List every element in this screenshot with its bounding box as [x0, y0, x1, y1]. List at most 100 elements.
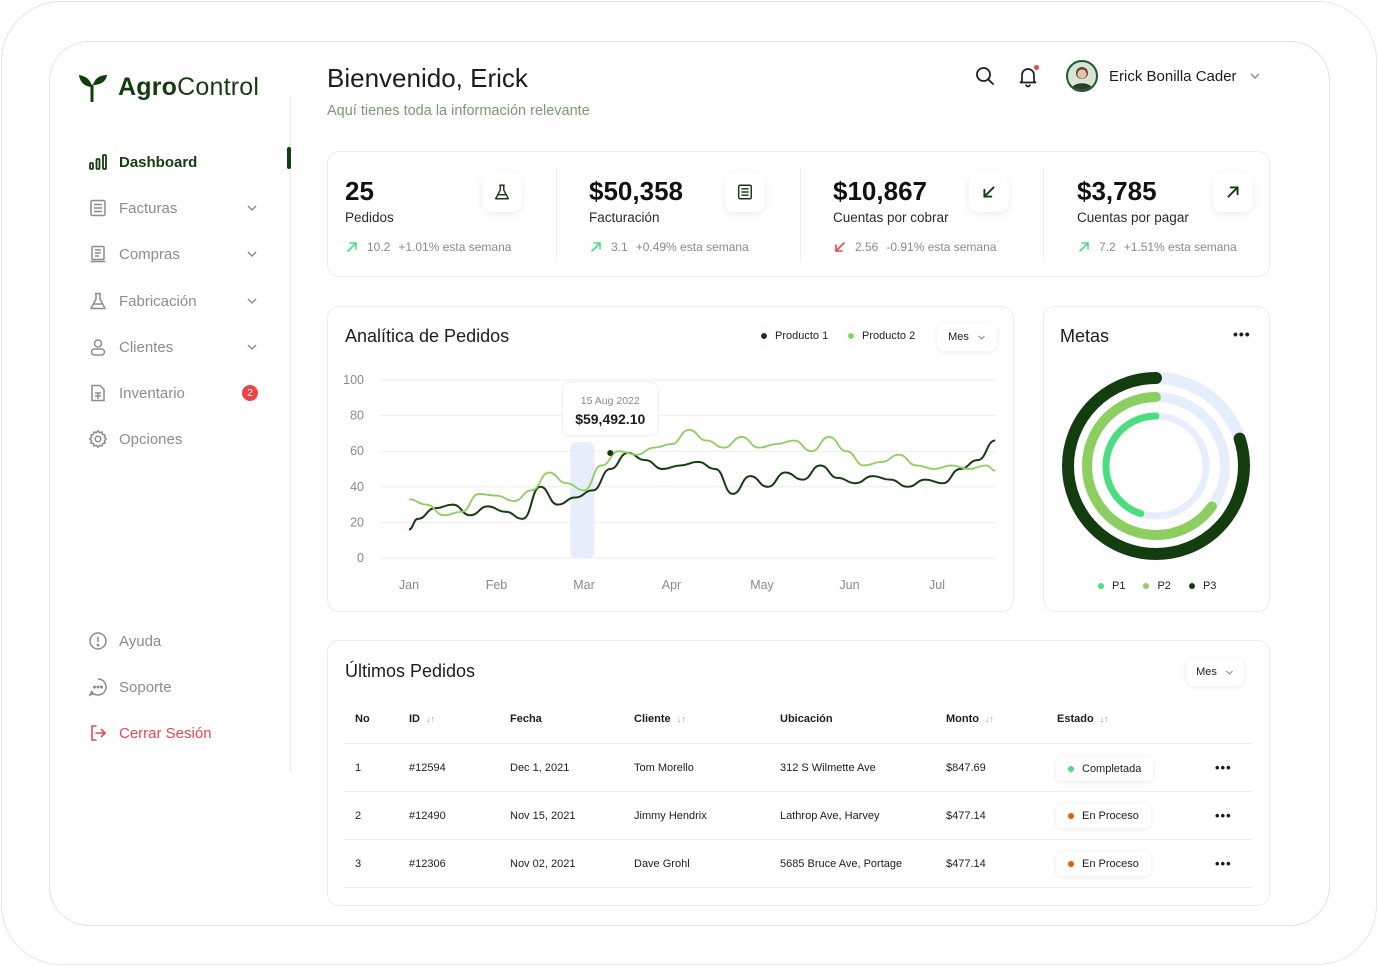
trend-text: +1.51% esta semana [1123, 240, 1237, 254]
legend-label: Producto 1 [775, 330, 829, 342]
analytics-period-select[interactable]: Mes [937, 323, 997, 351]
ring-progress-p2 [1082, 392, 1230, 540]
sidebar-item-compras[interactable]: Compras [88, 242, 258, 266]
tooltip-date: 15 Aug 2022 [581, 395, 640, 407]
sidebar-item-label: Soporte [119, 678, 172, 696]
bar-chart-icon [88, 152, 108, 172]
sort-icon: ↓↑ [984, 714, 994, 724]
ring-progress-p3 [1062, 372, 1250, 560]
active-nav-marker [287, 147, 291, 169]
goals-more-button[interactable]: ••• [1233, 326, 1251, 342]
goals-ring-chart [1062, 372, 1250, 560]
page-subtitle: Aquí tienes toda la información relevant… [327, 103, 590, 119]
page-title: Bienvenido, Erick [327, 63, 528, 93]
ring-progress-p1 [1102, 412, 1210, 520]
sidebar-item-ayuda[interactable]: Ayuda [88, 629, 258, 653]
stat-pedidos[interactable]: 25 Pedidos 10.2 +1.01% esta semana [328, 152, 571, 278]
row-actions-button[interactable]: ••• [1215, 760, 1232, 775]
row-actions-button[interactable]: ••• [1215, 856, 1232, 871]
sidebar-item-label: Compras [119, 245, 180, 263]
status-label: En Proceso [1082, 810, 1139, 822]
row-actions-button[interactable]: ••• [1215, 808, 1232, 823]
status-badge: En Proceso [1056, 804, 1151, 828]
column-header-monto[interactable]: Monto ↓↑ [946, 713, 994, 725]
y-tick-label: 0 [357, 551, 364, 565]
sidebar-item-dashboard[interactable]: Dashboard [88, 150, 258, 174]
legend-dot [1098, 583, 1104, 589]
trend-down-icon [835, 242, 845, 252]
chevron-down-icon[interactable] [246, 248, 258, 260]
purchases-icon [88, 244, 108, 264]
sidebar-item-opciones[interactable]: Opciones [88, 427, 258, 451]
legend-label: Producto 2 [862, 330, 916, 342]
legend-producto-1[interactable]: Producto 1 [761, 330, 828, 342]
stat-trend: 10.2 +1.01% esta semana [345, 240, 511, 254]
search-icon [976, 67, 994, 85]
stat-cuentas-por-cobrar[interactable]: $10,867 Cuentas por cobrar 2.56 -0.91% e… [816, 152, 1059, 278]
sidebar-item-facturas[interactable]: Facturas [88, 196, 258, 220]
chat-icon [88, 677, 108, 697]
stat-cuentas-por-pagar[interactable]: $3,785 Cuentas por pagar 7.2 +1.51% esta… [1060, 152, 1303, 278]
column-header-id[interactable]: ID ↓↑ [409, 713, 435, 725]
status-label: Completada [1082, 763, 1142, 775]
goals-title: Metas [1060, 326, 1110, 346]
stats-card: 25 Pedidos 10.2 +1.01% esta semana $50,3… [327, 151, 1270, 277]
sidebar-item-inventario[interactable]: Inventario 2 [88, 381, 258, 405]
chevron-down-icon[interactable] [246, 202, 258, 214]
cell-location: 5685 Bruce Ave, Portage [780, 858, 903, 870]
stat-value: $50,358 [589, 176, 683, 206]
column-header-estado[interactable]: Estado ↓↑ [1057, 713, 1109, 725]
legend-p3: P3 [1188, 580, 1216, 592]
cell-no: 2 [355, 810, 362, 822]
sidebar-item-soporte[interactable]: Soporte [88, 675, 258, 699]
x-tick-label: Feb [486, 578, 508, 592]
stat-label: Cuentas por pagar [1077, 210, 1189, 225]
column-header-ubicacion[interactable]: Ubicación [780, 713, 833, 725]
help-icon [88, 631, 108, 651]
chevron-down-icon[interactable] [246, 341, 258, 353]
logout-button[interactable]: Cerrar Sesión [88, 721, 258, 745]
sidebar-item-label: Clientes [119, 338, 174, 356]
sidebar-item-fabricacion[interactable]: Fabricación [88, 289, 258, 313]
legend-dot [1188, 583, 1195, 589]
stat-label: Pedidos [345, 210, 394, 225]
sidebar-item-label: Inventario [119, 384, 185, 402]
stat-divider [800, 168, 801, 262]
stat-value: $10,867 [833, 176, 927, 206]
goals-legend: P1 P2 P3 [1098, 580, 1216, 592]
period-value: Mes [1196, 666, 1217, 678]
cell-client: Tom Morello [634, 762, 694, 774]
column-header-no[interactable]: No [355, 713, 370, 725]
orders-period-select[interactable]: Mes [1186, 658, 1244, 686]
stat-divider [1043, 168, 1044, 262]
chevron-down-icon [1250, 73, 1260, 80]
trend-value: 10.2 [367, 240, 391, 254]
trend-value: 7.2 [1099, 240, 1116, 254]
column-header-fecha[interactable]: Fecha [510, 713, 542, 725]
row-divider [344, 791, 1252, 792]
logo[interactable]: AgroControl [78, 72, 259, 102]
legend-producto-2[interactable]: Producto 2 [848, 330, 915, 342]
sort-icon: ↓↑ [676, 714, 686, 724]
user-menu[interactable]: Erick Bonilla Cader [1066, 60, 1261, 92]
stat-facturacion[interactable]: $50,358 Facturación 3.1 +0.49% esta sema… [572, 152, 815, 278]
trend-value: 2.56 [855, 240, 879, 254]
stat-value: 25 [345, 176, 374, 206]
cell-no: 3 [355, 858, 362, 870]
cell-amount: $847.69 [946, 762, 986, 774]
orders-line-chart[interactable]: 100 80 60 40 20 0 Jan Feb Mar Apr May Jun Jul 15 Aug … [328, 360, 1008, 600]
chevron-down-icon[interactable] [246, 295, 258, 307]
cell-date: Nov 15, 2021 [510, 810, 576, 822]
column-header-cliente[interactable]: Cliente ↓↑ [634, 713, 686, 725]
x-tick-label: Mar [573, 578, 595, 592]
search-button[interactable] [973, 64, 997, 88]
sidebar-item-label: Cerrar Sesión [119, 724, 212, 742]
notifications-button[interactable] [1016, 64, 1040, 88]
sidebar-item-clientes[interactable]: Clientes [88, 335, 258, 359]
cell-location: 312 S Wilmette Ave [780, 762, 876, 774]
x-tick-label: Apr [662, 578, 681, 592]
stat-label: Cuentas por cobrar [833, 210, 949, 225]
status-dot [1068, 766, 1074, 772]
table-header-divider [344, 743, 1252, 744]
stat-trend: 3.1 +0.49% esta semana [589, 240, 749, 254]
